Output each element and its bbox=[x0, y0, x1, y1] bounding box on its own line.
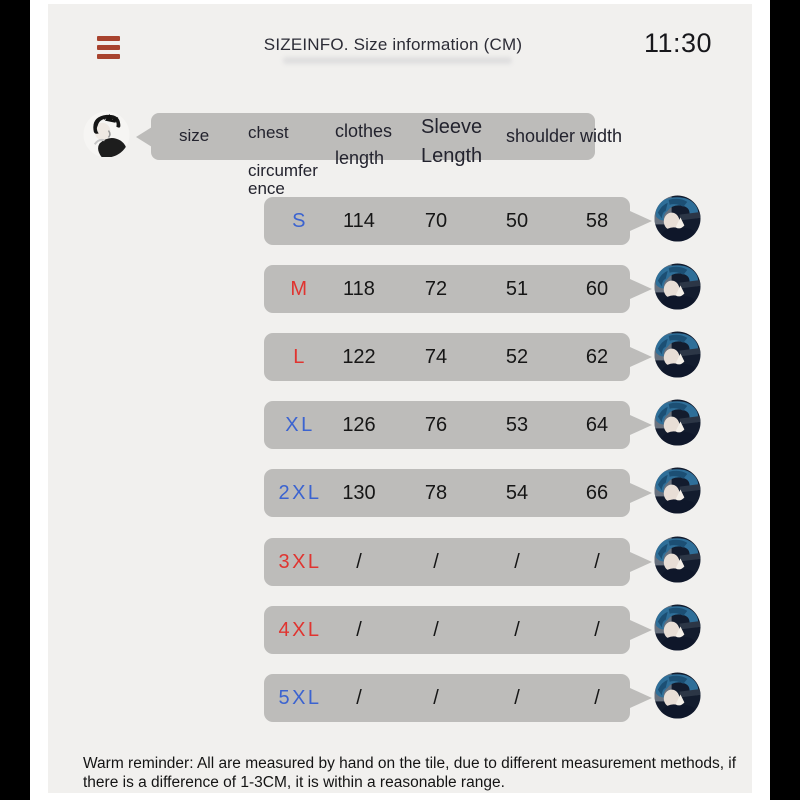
row-bubble bbox=[264, 333, 630, 381]
chest-value: / bbox=[356, 551, 362, 573]
hamburger-menu-icon[interactable] bbox=[97, 36, 120, 60]
shoulder-width-value: / bbox=[594, 687, 600, 709]
table-row-l: L 122 74 52 62 bbox=[0, 333, 800, 383]
table-row-m: M 118 72 51 60 bbox=[0, 265, 800, 315]
table-row-3xl: 3XL / / / / bbox=[0, 538, 800, 588]
shoulder-width-value: 62 bbox=[585, 346, 609, 368]
col-header-shoulder-width: shoulder width bbox=[506, 126, 623, 146]
page-title: SIZEINFO. Size information (CM) bbox=[263, 35, 523, 54]
clothes-length-value: 74 bbox=[424, 346, 448, 368]
row-bubble bbox=[264, 674, 630, 722]
table-row-2xl: 2XL 130 78 54 66 bbox=[0, 469, 800, 519]
chest-value: 126 bbox=[342, 414, 376, 436]
col-header-clothes-length: clothes length bbox=[335, 121, 393, 168]
clothes-length-value: 78 bbox=[424, 482, 448, 504]
chest-value: 130 bbox=[342, 482, 376, 504]
speech-tail-right bbox=[630, 483, 652, 503]
buyer-avatar[interactable] bbox=[654, 672, 701, 719]
sleeve-length-value: / bbox=[514, 551, 520, 573]
table-row-xl: XL 126 76 53 64 bbox=[0, 401, 800, 451]
buyer-avatar[interactable] bbox=[654, 467, 701, 514]
table-row-s: S 114 70 50 58 bbox=[0, 197, 800, 247]
sleeve-length-value: 52 bbox=[505, 346, 529, 368]
warm-reminder-line1: Warm reminder: All are measured by hand … bbox=[83, 755, 737, 772]
buyer-avatar[interactable] bbox=[654, 195, 701, 242]
left-letterbox-bar bbox=[0, 0, 30, 800]
clothes-length-value: / bbox=[433, 687, 439, 709]
size-label: 3XL bbox=[278, 551, 322, 573]
speech-tail-right bbox=[630, 279, 652, 299]
shoulder-width-value: / bbox=[594, 619, 600, 641]
clothes-length-value: 72 bbox=[424, 278, 448, 300]
shoulder-width-value: 66 bbox=[585, 482, 609, 504]
chest-value: 122 bbox=[342, 346, 376, 368]
col-header-size: size bbox=[179, 126, 210, 145]
shoulder-width-value: 60 bbox=[585, 278, 609, 300]
size-label: 2XL bbox=[278, 482, 322, 504]
buyer-avatar[interactable] bbox=[654, 331, 701, 378]
chest-value: / bbox=[356, 687, 362, 709]
size-label: L bbox=[293, 346, 307, 368]
shoulder-width-value: / bbox=[594, 551, 600, 573]
row-bubble bbox=[264, 606, 630, 654]
table-row-5xl: 5XL / / / / bbox=[0, 674, 800, 724]
speech-tail-right bbox=[630, 211, 652, 231]
clothes-length-value: / bbox=[433, 619, 439, 641]
clothes-length-value: 76 bbox=[424, 414, 448, 436]
buyer-avatar[interactable] bbox=[654, 399, 701, 446]
right-letterbox-bar bbox=[770, 0, 800, 800]
sleeve-length-value: / bbox=[514, 687, 520, 709]
chest-value: / bbox=[356, 619, 362, 641]
buyer-avatar[interactable] bbox=[654, 604, 701, 651]
seller-avatar[interactable] bbox=[83, 111, 130, 158]
col-header-chest-line3: ence bbox=[248, 179, 285, 198]
sleeve-length-value: / bbox=[514, 619, 520, 641]
shoulder-width-value: 58 bbox=[585, 210, 609, 232]
row-bubble bbox=[264, 401, 630, 449]
clock-time: 11:30 bbox=[643, 28, 712, 58]
size-label: M bbox=[290, 278, 310, 300]
warm-reminder-line2: there is a difference of 1-3CM, it is wi… bbox=[83, 773, 505, 791]
row-bubble bbox=[264, 538, 630, 586]
row-bubble bbox=[264, 197, 630, 245]
clothes-length-value: / bbox=[433, 551, 439, 573]
col-header-chest-line1: chest bbox=[248, 123, 289, 142]
sleeve-length-value: 53 bbox=[505, 414, 529, 436]
size-label: XL bbox=[285, 414, 315, 436]
speech-tail-right bbox=[630, 620, 652, 640]
buyer-avatar[interactable] bbox=[654, 263, 701, 310]
title-ghost-artifact bbox=[283, 57, 512, 64]
sleeve-length-value: 51 bbox=[505, 278, 529, 300]
sleeve-length-value: 50 bbox=[505, 210, 529, 232]
table-row-4xl: 4XL / / / / bbox=[0, 606, 800, 656]
row-bubble bbox=[264, 469, 630, 517]
col-header-sleeve-length: Sleeve Length bbox=[421, 116, 483, 167]
speech-tail-right bbox=[630, 688, 652, 708]
shoulder-width-value: 64 bbox=[585, 414, 609, 436]
size-label: 5XL bbox=[278, 687, 322, 709]
row-bubble bbox=[264, 265, 630, 313]
speech-tail-right bbox=[630, 347, 652, 367]
speech-tail-right bbox=[630, 552, 652, 572]
speech-tail-left bbox=[136, 127, 152, 147]
size-label: 4XL bbox=[278, 619, 322, 641]
chest-value: 118 bbox=[343, 278, 375, 300]
header-bubble bbox=[151, 113, 595, 160]
clothes-length-value: 70 bbox=[424, 210, 448, 232]
warm-reminder-note: Warm reminder: All are measured by hand … bbox=[83, 755, 755, 792]
chest-value: 114 bbox=[343, 210, 375, 232]
col-header-chest-line2: circumfer bbox=[248, 161, 318, 180]
speech-tail-right bbox=[630, 415, 652, 435]
size-label: S bbox=[292, 210, 308, 232]
sleeve-length-value: 54 bbox=[505, 482, 529, 504]
buyer-avatar[interactable] bbox=[654, 536, 701, 583]
